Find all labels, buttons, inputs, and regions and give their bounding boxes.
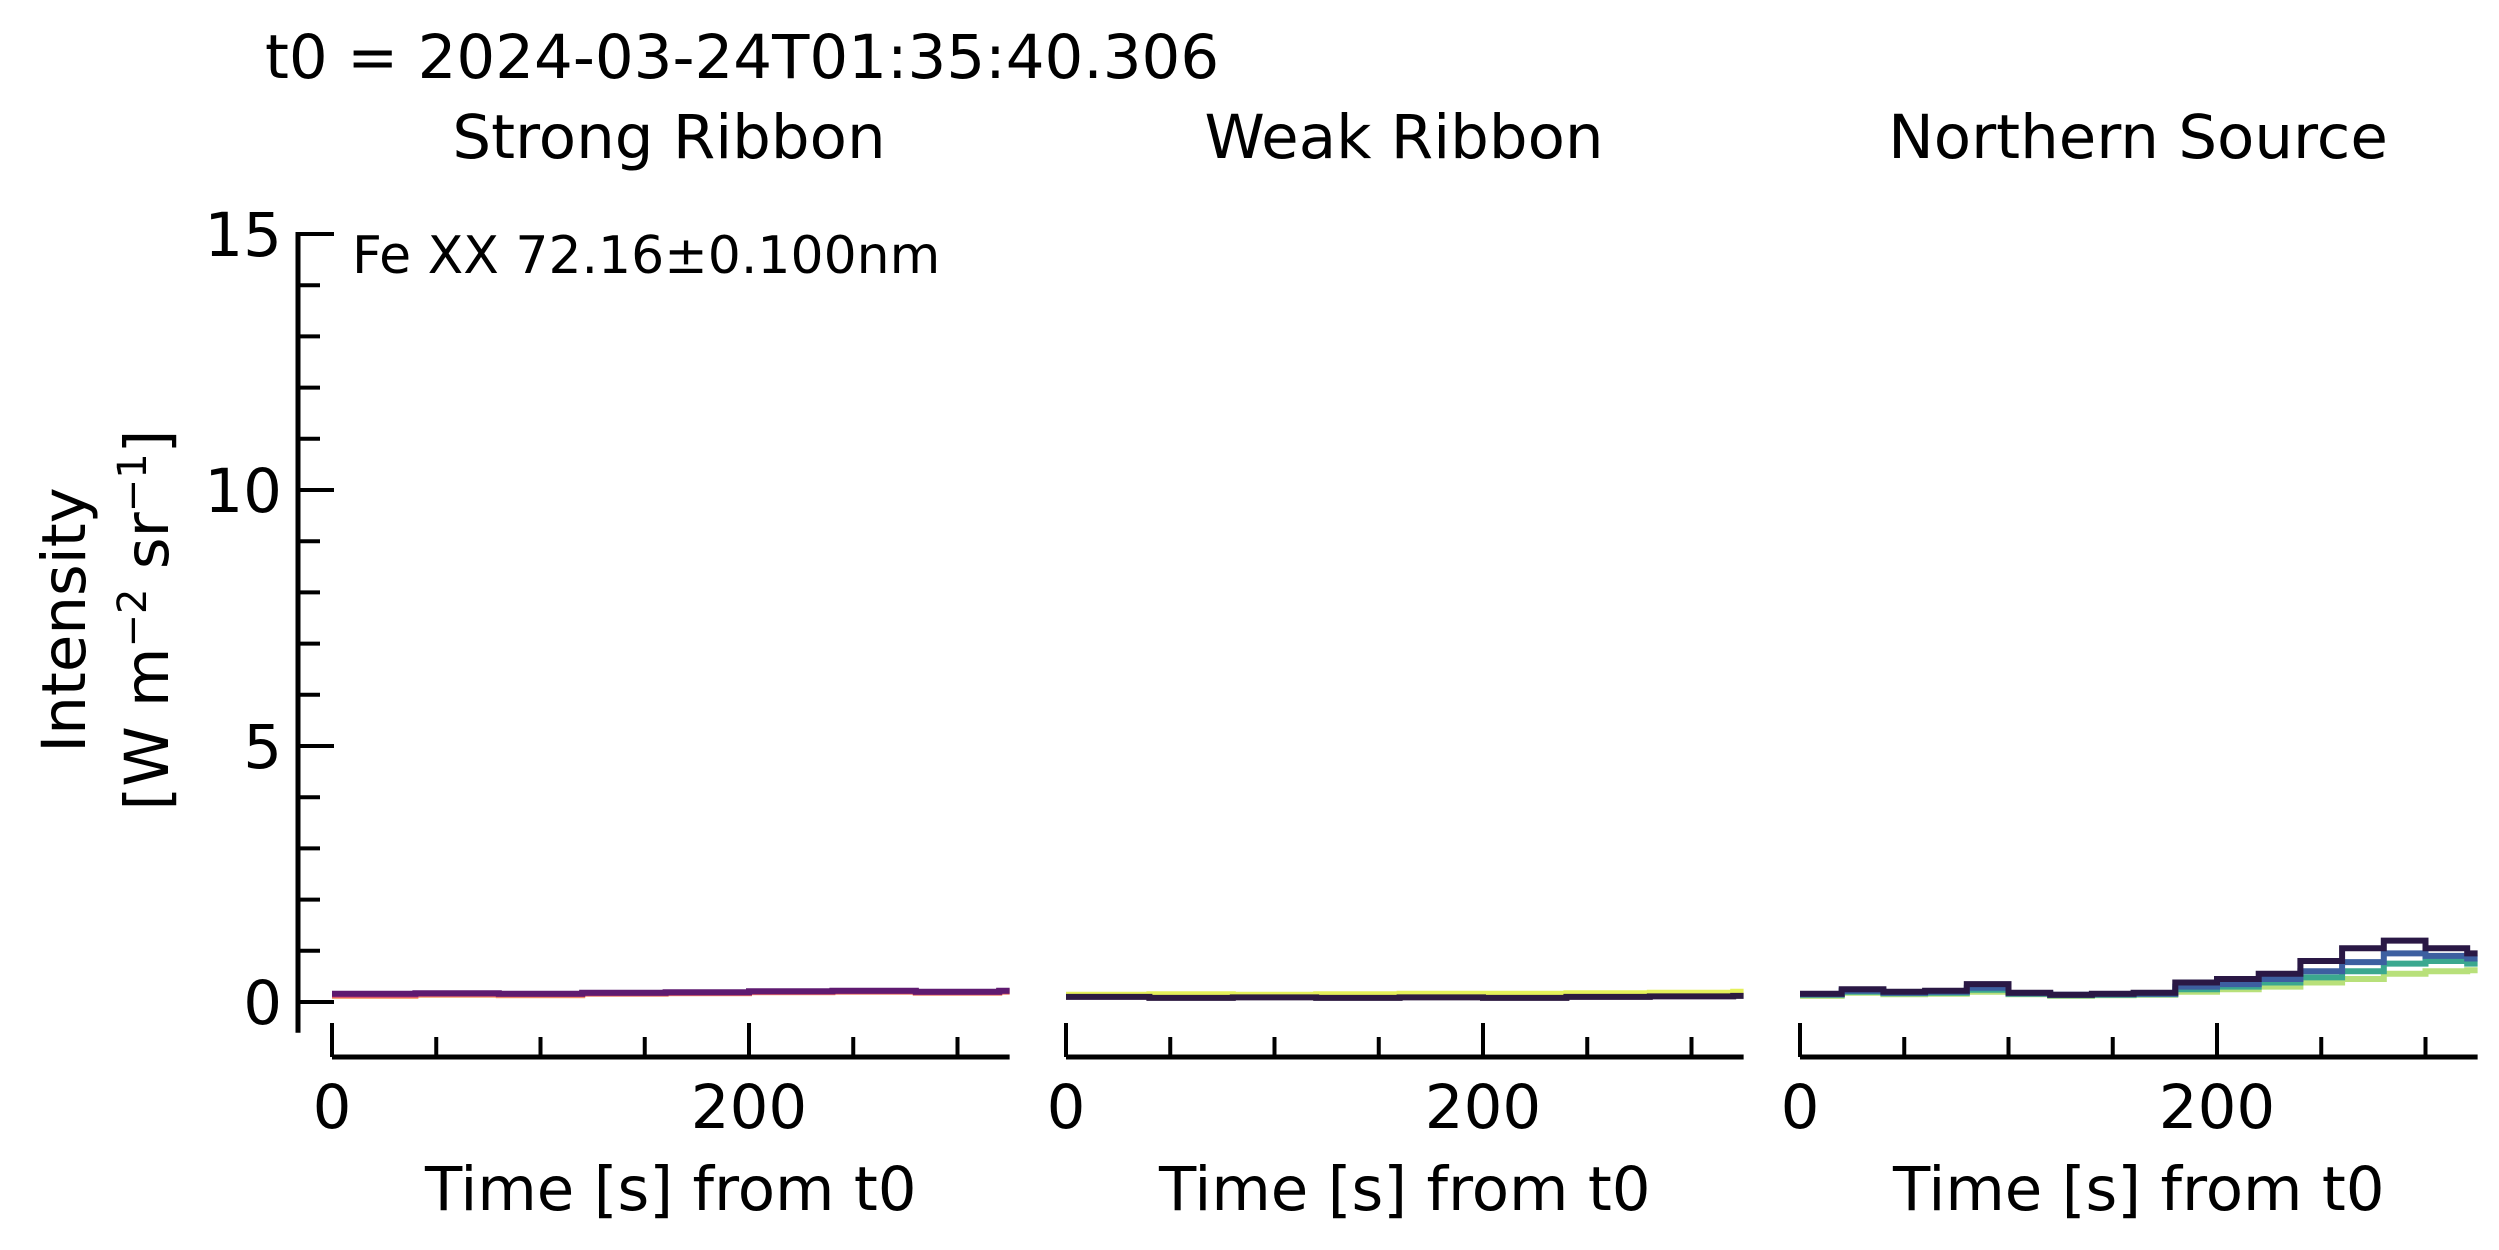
x-tick-label: 200 bbox=[1425, 1072, 1541, 1143]
x-axis-label: Time [s] from t0 bbox=[1892, 1154, 2385, 1225]
x-tick-label: 200 bbox=[2159, 1072, 2275, 1143]
x-axis-label: Time [s] from t0 bbox=[1158, 1154, 1651, 1225]
panel-title-northern-source: Northern Source bbox=[1888, 102, 2388, 173]
y-tick-label: 15 bbox=[204, 200, 282, 271]
line-annotation: Fe XX 72.16±0.100nm bbox=[352, 226, 940, 286]
x-tick-label: 0 bbox=[1047, 1072, 1086, 1143]
y-tick-label: 0 bbox=[243, 968, 282, 1039]
y-tick-label: 10 bbox=[204, 456, 282, 527]
series-line bbox=[1800, 937, 2478, 998]
series-line bbox=[332, 987, 1010, 997]
panel-title-strong-ribbon: Strong Ribbon bbox=[452, 102, 885, 173]
y-axis-label-line1: Intensity bbox=[29, 487, 100, 753]
panel-title-weak-ribbon: Weak Ribbon bbox=[1204, 102, 1603, 173]
x-axis-label: Time [s] from t0 bbox=[424, 1154, 917, 1225]
series-line bbox=[1066, 992, 1744, 1001]
t0-label: t0 = 2024-03-24T01:35:40.306 bbox=[265, 22, 1219, 93]
series-line bbox=[1066, 988, 1744, 998]
x-tick-label: 0 bbox=[313, 1072, 352, 1143]
y-tick-label: 5 bbox=[243, 712, 282, 783]
x-tick-label: 200 bbox=[691, 1072, 807, 1143]
y-axis-label-line2: [W m−2 sr−1] bbox=[110, 430, 183, 811]
x-tick-label: 0 bbox=[1781, 1072, 1820, 1143]
